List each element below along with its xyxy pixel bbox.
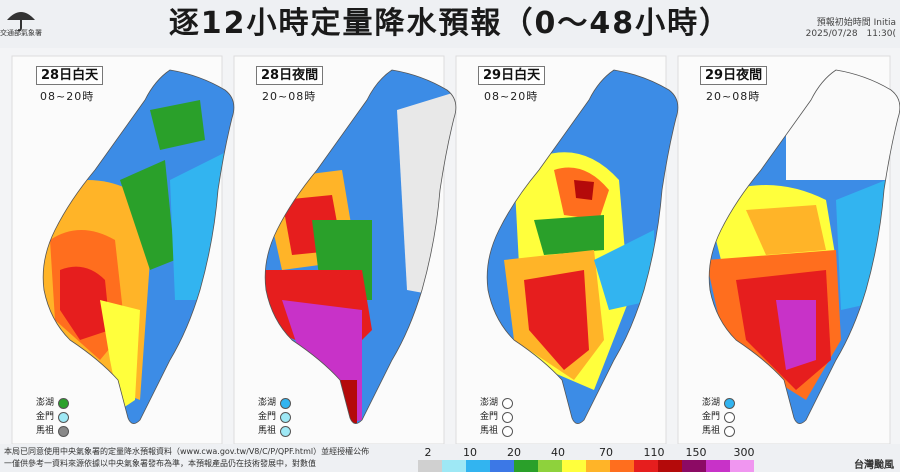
scale-swatch: [442, 460, 466, 472]
scale-label: 40: [551, 446, 565, 459]
scale-swatch: [586, 460, 610, 472]
scale-swatch: [514, 460, 538, 472]
island-name: 金門: [258, 411, 277, 422]
scale-label: 10: [463, 446, 477, 459]
scale-swatch: [634, 460, 658, 472]
panel-3-island-legend: 澎湖 金門 馬祖: [480, 396, 514, 438]
island-name: 馬祖: [36, 425, 55, 436]
issue-datetime: 2025/07/28 11:30(: [805, 29, 896, 39]
island-dot: [724, 425, 736, 437]
page-title: 逐12小時定量降水預報（0～48小時）: [168, 6, 732, 41]
panel-1-island-legend: 澎湖 金門 馬祖: [36, 396, 70, 438]
island-name: 澎湖: [36, 397, 55, 408]
panel-4-island-legend: 澎湖 金門 馬祖: [702, 396, 736, 438]
scale-swatch: [418, 460, 442, 472]
scale-swatch: [562, 460, 586, 472]
island-name: 馬祖: [480, 425, 499, 436]
scale-swatch: [706, 460, 730, 472]
island-dot: [502, 411, 514, 423]
island-name: 澎湖: [258, 397, 277, 408]
island-dot: [502, 425, 514, 437]
scale-swatch: [490, 460, 514, 472]
scale-label: 150: [685, 446, 707, 459]
issue-time: 預報初始時間 Initia 2025/07/28 11:30(: [806, 18, 896, 40]
scale-label: 20: [507, 446, 521, 459]
panel-2-day-label: 28日夜間: [256, 66, 324, 85]
footer-note-1: 本局已同意使用中央氣象署的定量降水預報資料（www.cwa.gov.tw/V8/…: [4, 447, 370, 456]
panel-1-time-label: 08~20時: [40, 90, 95, 103]
island-name: 金門: [480, 411, 499, 422]
scale-swatch: [682, 460, 706, 472]
scale-swatch: [538, 460, 562, 472]
island-dot: [280, 425, 292, 437]
panel-2-time-label: 20~08時: [262, 90, 317, 103]
scale-swatch: [658, 460, 682, 472]
island-name: 金門: [702, 411, 721, 422]
island-dot: [724, 411, 736, 423]
island-name: 澎湖: [702, 397, 721, 408]
brand-watermark: 台灣颱風: [854, 460, 894, 471]
scale-label: 2: [424, 446, 432, 459]
panel-1-day-label: 28日白天: [36, 66, 104, 85]
island-name: 金門: [36, 411, 55, 422]
umbrella-logo-icon: [7, 12, 35, 32]
island-dot: [58, 397, 70, 409]
scale-swatch: [730, 460, 754, 472]
island-dot: [280, 397, 292, 409]
island-dot: [58, 425, 70, 437]
panel-4-day-label: 29日夜間: [700, 66, 768, 85]
island-dot: [724, 397, 736, 409]
panel-3-time-label: 08~20時: [484, 90, 539, 103]
panel-2-island-legend: 澎湖 金門 馬祖: [258, 396, 292, 438]
island-name: 馬祖: [258, 425, 277, 436]
island-dot: [58, 411, 70, 423]
scale-label: 70: [599, 446, 613, 459]
scale-label: 110: [643, 446, 665, 459]
panel-3-day-label: 29日白天: [478, 66, 546, 85]
island-name: 馬祖: [702, 425, 721, 436]
logo-text: 交通部氣象署: [0, 29, 42, 37]
issue-label: 預報初始時間 Initia: [816, 18, 896, 28]
rain-scale-labels: 2 10 20 40 70 110 150 300: [418, 446, 798, 459]
island-dot: [280, 411, 292, 423]
scale-label: 300: [733, 446, 755, 459]
island-name: 澎湖: [480, 397, 499, 408]
scale-swatch: [466, 460, 490, 472]
header-bar: 交通部氣象署 逐12小時定量降水預報（0～48小時） 預報初始時間 Initia…: [0, 0, 900, 48]
panel-4-time-label: 20~08時: [706, 90, 761, 103]
scale-swatch: [610, 460, 634, 472]
footer-note-2: 一僅供參考一資料來源依據以中央氣象署發布為準，本預報產品仍在技術發展中，對數值: [4, 459, 316, 468]
rain-color-scale: [418, 460, 754, 472]
island-dot: [502, 397, 514, 409]
